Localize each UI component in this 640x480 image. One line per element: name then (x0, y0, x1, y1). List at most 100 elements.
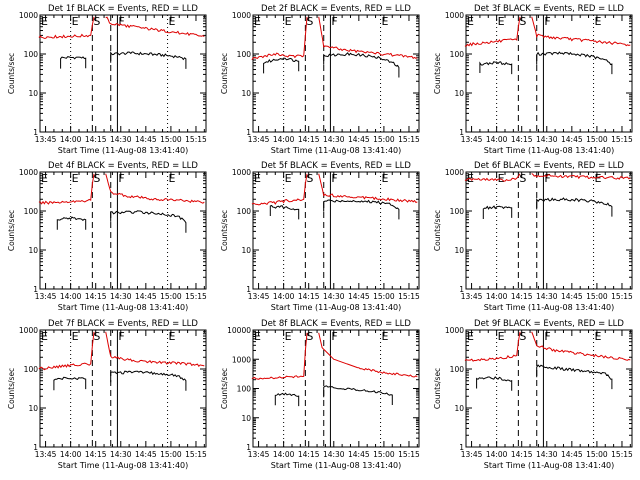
y-axis-label: Counts/sec (220, 210, 229, 251)
time-marker-label: F (544, 330, 550, 343)
y-axis-label: Counts/sec (7, 368, 16, 409)
time-marker-label: E (595, 172, 602, 185)
x-tick-label: 14:30 (110, 135, 132, 144)
time-marker-label: E (72, 330, 79, 343)
x-tick-label: 14:00 (60, 292, 82, 301)
events-series-line (536, 51, 613, 75)
lld-series-line (318, 173, 418, 203)
y-tick-label: 1000 (19, 168, 38, 177)
y-tick-label: 1000 (19, 11, 38, 20)
x-tick-label: 14:00 (60, 135, 82, 144)
time-marker-label: E (169, 172, 176, 185)
lld-series-line (105, 16, 205, 38)
time-marker-label: E (382, 330, 389, 343)
time-marker-label: E (72, 15, 79, 28)
x-tick-label: 14:15 (85, 292, 107, 301)
y-tick-label: 100 (450, 207, 465, 216)
lld-series-line (531, 16, 631, 47)
lld-series-line (464, 16, 521, 47)
lld-series-line (531, 331, 631, 361)
time-marker-label: S (519, 330, 526, 343)
y-tick-label: 1000 (232, 11, 251, 20)
x-tick-label: 15:15 (185, 135, 207, 144)
y-axis-label: Counts/sec (220, 53, 229, 94)
time-marker-label: E (41, 172, 48, 185)
y-tick-label: 10 (241, 414, 251, 423)
events-series-line (56, 216, 87, 230)
lld-series-line (318, 332, 418, 378)
detector-plot: Det 9f BLACK = Events, RED = LLD 1 10 100 10… (433, 319, 633, 470)
plot-title: Det 1f BLACK = Events, RED = LLD (48, 4, 198, 14)
x-tick-label: 15:15 (611, 135, 633, 144)
x-tick-label: 14:00 (273, 450, 295, 459)
x-tick-label: 15:15 (398, 450, 420, 459)
plot-title: Det 6f BLACK = Events, RED = LLD (474, 161, 624, 171)
time-marker-label: E (254, 15, 261, 28)
time-marker-label: E (169, 330, 176, 343)
x-tick-label: 14:30 (110, 450, 132, 459)
x-tick-label: 15:00 (160, 292, 182, 301)
y-tick-label: 1 (33, 285, 38, 294)
x-tick-label: 14:00 (273, 135, 295, 144)
x-tick-label: 14:30 (323, 135, 345, 144)
y-tick-label: 10 (454, 89, 464, 98)
y-tick-label: 100 (24, 365, 39, 374)
x-tick-label: 13:45 (35, 135, 57, 144)
x-axis-label: Start Time (11-Aug-08 13:41:40) (271, 146, 402, 155)
x-tick-label: 14:15 (298, 135, 320, 144)
plot-frame (39, 171, 207, 290)
x-tick-label: 14:30 (110, 292, 132, 301)
y-tick-label: 100 (450, 50, 465, 59)
x-axis-label: Start Time (11-Aug-08 13:41:40) (58, 146, 189, 155)
x-axis-label: Start Time (11-Aug-08 13:41:40) (58, 303, 189, 312)
y-tick-label: 10 (454, 246, 464, 255)
plot-frame (252, 171, 420, 290)
events-series-line (536, 197, 613, 217)
x-tick-label: 14:15 (85, 135, 107, 144)
y-tick-label: 10 (241, 246, 251, 255)
x-tick-label: 14:30 (536, 450, 558, 459)
x-tick-label: 15:00 (373, 450, 395, 459)
y-tick-label: 1 (246, 443, 251, 452)
x-tick-label: 14:45 (561, 292, 583, 301)
y-tick-label: 100 (24, 207, 39, 216)
x-tick-label: 15:15 (611, 292, 633, 301)
y-tick-label: 10 (28, 89, 38, 98)
time-marker-label: E (498, 15, 505, 28)
x-tick-label: 14:15 (511, 135, 533, 144)
x-tick-label: 13:45 (461, 135, 483, 144)
plot-frame (465, 14, 633, 133)
plot-title: Det 9f BLACK = Events, RED = LLD (474, 319, 624, 329)
x-tick-label: 14:30 (323, 292, 345, 301)
plot-title: Det 2f BLACK = Events, RED = LLD (261, 4, 411, 14)
y-tick-label: 10 (28, 246, 38, 255)
x-axis-label: Start Time (11-Aug-08 13:41:40) (271, 303, 402, 312)
lld-series-line (105, 331, 205, 367)
y-axis-label: Counts/sec (433, 53, 442, 94)
events-series-line (323, 52, 400, 78)
x-tick-label: 14:00 (60, 450, 82, 459)
lld-series-line (251, 173, 308, 206)
plot-title: Det 3f BLACK = Events, RED = LLD (474, 4, 624, 14)
y-tick-label: 10 (28, 404, 38, 413)
time-marker-label: E (254, 330, 261, 343)
x-axis-label: Start Time (11-Aug-08 13:41:40) (484, 461, 615, 470)
events-series-line (110, 51, 187, 69)
lld-series-line (251, 332, 308, 380)
y-tick-label: 1 (33, 128, 38, 137)
x-tick-label: 15:00 (586, 450, 608, 459)
y-tick-label: 100 (24, 50, 39, 59)
time-marker-label: E (72, 172, 79, 185)
x-axis-label: Start Time (11-Aug-08 13:41:40) (484, 146, 615, 155)
x-tick-label: 13:45 (35, 292, 57, 301)
x-tick-label: 13:45 (248, 292, 270, 301)
y-tick-label: 1000 (445, 326, 464, 335)
events-series-line (274, 392, 300, 407)
events-series-line (60, 56, 87, 69)
plot-frame (465, 171, 633, 290)
time-marker-label: E (382, 15, 389, 28)
x-tick-label: 14:15 (298, 292, 320, 301)
time-marker-label: E (498, 172, 505, 185)
lld-series-line (38, 16, 95, 39)
time-marker-label: E (41, 15, 48, 28)
